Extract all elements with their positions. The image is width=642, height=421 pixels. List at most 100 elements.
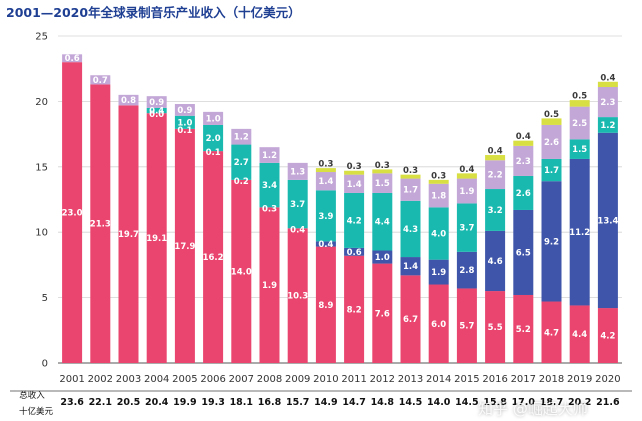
- x-tick-label: 2002: [88, 374, 113, 385]
- data-label-performance_rights: 1.2: [262, 151, 277, 161]
- data-label-physical: 4.2: [600, 332, 615, 342]
- bar-segment-performance_rights: [315, 172, 336, 191]
- bar-segment-physical: [287, 228, 308, 363]
- total-value: 16.8: [258, 397, 282, 408]
- bar-segment-streaming: [541, 181, 562, 302]
- bar-segment-performance_rights: [541, 124, 562, 159]
- data-label-digital_download: 1.7: [544, 166, 559, 176]
- data-label-digital_download: 4.0: [431, 230, 446, 240]
- data-label-sync: 0.4: [516, 132, 531, 142]
- bar-segment-performance_rights: [400, 178, 421, 201]
- bar-segment-physical: [259, 207, 280, 363]
- data-label-streaming: 13.4: [597, 216, 618, 226]
- data-label-digital_download: 3.7: [459, 224, 474, 234]
- data-label-extra: 0.0: [149, 110, 164, 120]
- data-label-performance_rights: 1.5: [375, 179, 390, 189]
- data-label-performance_rights: 2.6: [544, 138, 559, 148]
- data-label-performance_rights: 0.7: [93, 76, 108, 86]
- data-label-streaming: 2.8: [459, 266, 474, 276]
- x-tick-label: 2008: [257, 374, 282, 385]
- bar-segment-sync: [372, 169, 393, 174]
- bar-segment-sync: [400, 174, 421, 179]
- y-tick-label: 15: [35, 162, 48, 173]
- total-value: 18.7: [540, 397, 563, 408]
- data-label-physical: 5.2: [516, 325, 531, 335]
- data-label-physical: 4.4: [572, 330, 587, 340]
- y-tick-label: 20: [35, 97, 48, 108]
- bar-segment-digital_download: [541, 158, 562, 182]
- total-value: 20.4: [145, 397, 169, 408]
- data-label-sync: 0.4: [600, 73, 615, 83]
- bar-segment-streaming: [428, 259, 449, 285]
- y-tick-label: 0: [42, 359, 48, 370]
- data-label-performance_rights: 1.2: [234, 133, 249, 143]
- data-label-digital_download: 3.7: [290, 200, 305, 210]
- data-label-physical: 6.0: [431, 320, 446, 330]
- bar-segment-digital_download: [287, 179, 308, 229]
- data-label-performance_rights: 1.4: [347, 180, 362, 190]
- total-value: 18.1: [230, 397, 253, 408]
- data-label-performance_rights: 0.8: [121, 96, 136, 106]
- data-label-digital_download: 1.5: [572, 145, 587, 155]
- total-value: 14.7: [342, 397, 365, 408]
- bar-segment-digital_download: [400, 200, 421, 258]
- data-label-streaming: 9.2: [544, 237, 559, 247]
- data-label-streaming: 1.0: [375, 253, 390, 263]
- total-value: 15.7: [286, 397, 309, 408]
- data-label-digital_download: 2.0: [206, 134, 221, 144]
- bar-segment-physical: [231, 179, 252, 363]
- bar-segment-sync: [485, 155, 506, 161]
- bar-segment-performance_rights: [90, 75, 111, 85]
- bar-segment-streaming: [569, 158, 590, 306]
- x-tick-label: 2016: [482, 374, 507, 385]
- data-label-physical: 10.3: [287, 292, 308, 302]
- bar-segment-physical: [344, 255, 365, 363]
- data-label-performance_rights: 1.8: [431, 192, 446, 202]
- data-label-performance_rights: 1.9: [459, 187, 474, 197]
- data-label-streaming: 6.5: [516, 248, 531, 258]
- x-axis-ticks: 2001 2002 2003 2004 2005 2006 2007 2008 2009 2010…: [59, 374, 620, 385]
- data-label-performance_rights: 1.7: [403, 186, 418, 196]
- data-label-streaming: 1.9: [431, 268, 446, 278]
- data-label-sync: 0.4: [459, 165, 474, 175]
- data-label-performance_rights: 2.3: [516, 157, 531, 167]
- data-label-performance_rights: 2.2: [488, 171, 503, 181]
- data-label-digital_download: 2.6: [516, 189, 531, 199]
- data-label-physical: 8.2: [347, 305, 362, 315]
- x-tick-label: 2009: [285, 374, 310, 385]
- bar-segment-physical: [90, 84, 111, 364]
- watermark: 知乎 @崛起大帅: [478, 400, 588, 418]
- bar-segment-performance_rights: [485, 160, 506, 190]
- bar-segment-digital_download: [146, 107, 167, 114]
- x-tick-label: 2005: [172, 374, 197, 385]
- x-tick-label: 2013: [398, 374, 423, 385]
- x-tick-label: 2020: [595, 374, 620, 385]
- data-label-extra: 0.2: [234, 177, 249, 187]
- bar-segment-digital_download: [315, 190, 336, 242]
- data-label-performance_rights: 0.9: [149, 98, 164, 108]
- x-tick-label: 2012: [370, 374, 395, 385]
- bar-segment-physical: [485, 291, 506, 363]
- data-label-physical: 1.9: [262, 281, 277, 291]
- bar-segment-sync: [569, 100, 590, 107]
- x-tick-label: 2014: [426, 374, 451, 385]
- y-axis-ticks: 0 5 10 15 20 25: [35, 32, 48, 370]
- x-tick-label: 2006: [200, 374, 225, 385]
- x-tick-label: 2018: [539, 374, 564, 385]
- bar-segment-sync: [428, 179, 449, 184]
- total-value: 17.0: [512, 397, 536, 408]
- bar-segment-streaming: [315, 241, 336, 247]
- bar-segment-streaming: [513, 209, 534, 295]
- bar-segment-performance_rights: [513, 145, 534, 176]
- bar-segment-performance_rights: [569, 106, 590, 140]
- data-label-physical: 8.9: [318, 301, 333, 311]
- data-label-digital_download: 4.4: [375, 218, 390, 228]
- bar-segment-sync: [344, 170, 365, 175]
- bar-segment-performance_rights: [344, 174, 365, 193]
- bar-segment-digital_download: [456, 203, 477, 252]
- total-value: 20.5: [117, 397, 140, 408]
- data-label-physical: 19.1: [146, 234, 167, 244]
- total-value: 14.8: [371, 397, 395, 408]
- bar-segment-performance_rights: [118, 94, 139, 106]
- bar-segment-streaming: [372, 250, 393, 264]
